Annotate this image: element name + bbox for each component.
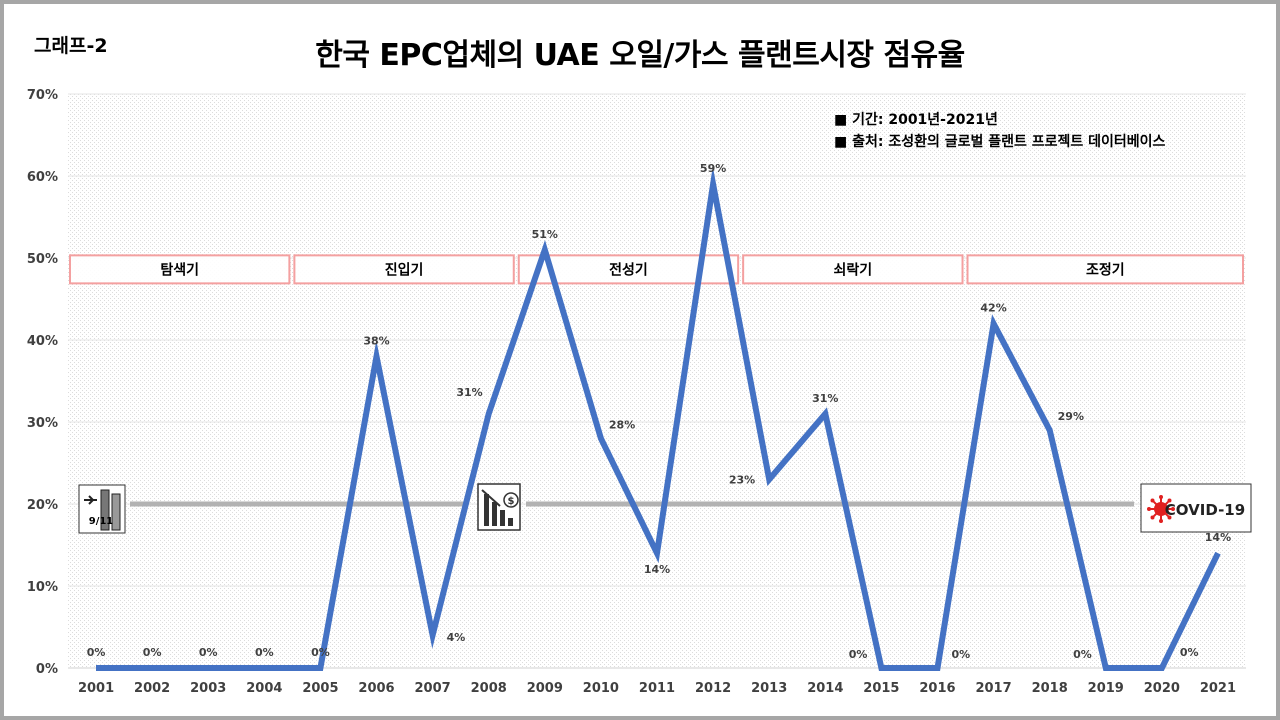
y-tick-label: 70% (27, 88, 58, 103)
x-tick-label: 2016 (919, 681, 955, 696)
data-label: 0% (199, 646, 218, 659)
axes: 0% 10% 20% 30% 40% 50% 60% 70% 2001 2002 2003 2004 2… (27, 88, 1246, 696)
covid-icon: COVID-19 (1140, 483, 1252, 533)
y-tick-label: 30% (27, 416, 58, 431)
data-label: 0% (143, 646, 162, 659)
y-tick-label: 20% (27, 498, 58, 513)
phase-box (293, 254, 515, 285)
data-label: 0% (951, 648, 970, 661)
data-label: 0% (255, 646, 274, 659)
svg-text:$: $ (508, 496, 515, 507)
arrow-down-icon (481, 489, 501, 507)
x-tick-label: 2004 (246, 681, 282, 696)
x-tick-label: 2007 (415, 681, 451, 696)
data-label: 31% (812, 392, 838, 405)
phase-box (966, 254, 1244, 285)
x-tick-label: 2015 (863, 681, 899, 696)
data-label: 29% (1058, 410, 1084, 423)
phase-boxes: 탐색기 진입기 전성기 쇠락기 조정기 (69, 254, 1244, 285)
note-line: ■ 기간: 2001년-2021년 (834, 111, 998, 128)
x-tick-label: 2005 (302, 681, 338, 696)
bar-icon (492, 502, 497, 526)
data-label: 0% (849, 648, 868, 661)
x-tick-label: 2021 (1200, 681, 1236, 696)
tower-icon (111, 493, 121, 531)
tower-icon (100, 489, 110, 531)
x-tick-label: 2006 (358, 681, 394, 696)
data-label: 38% (363, 334, 389, 347)
data-label: 42% (980, 302, 1006, 315)
x-tick-label: 2014 (807, 681, 843, 696)
x-tick-label: 2008 (471, 681, 507, 696)
phase-label: 쇠락기 (834, 262, 873, 278)
series-share (96, 166, 1221, 671)
note-line: ■ 출처: 조성환의 글로벌 플랜트 프로젝트 데이터베이스 (834, 133, 1166, 150)
data-label: 23% (729, 473, 755, 486)
x-tick-label: 2011 (639, 681, 675, 696)
x-tick-label: 2018 (1032, 681, 1068, 696)
data-label: 59% (700, 162, 726, 175)
x-tick-label: 2009 (527, 681, 563, 696)
phase-label: 진입기 (385, 261, 424, 278)
virus-icon (1154, 502, 1168, 516)
graph-tag: 그래프-2 (34, 35, 108, 57)
bar-icon (484, 494, 489, 526)
data-label: 4% (447, 631, 466, 644)
data-label: 14% (644, 563, 670, 576)
x-tick-label: 2010 (583, 681, 619, 696)
data-label: 0% (1180, 646, 1199, 659)
event-icons: 9/11 $ COVID-19 (78, 483, 1252, 534)
phase-label: 조정기 (1086, 261, 1125, 278)
financial-crisis-icon: $ (477, 483, 521, 531)
bar-icon (508, 518, 513, 526)
x-tick-label: 2001 (78, 681, 114, 696)
x-tick-label: 2017 (975, 681, 1011, 696)
data-label: 0% (1073, 648, 1092, 661)
phase-label: 전성기 (609, 261, 648, 278)
data-label: 31% (456, 386, 482, 399)
data-label: 0% (311, 646, 330, 659)
y-tick-label: 0% (36, 662, 58, 677)
series-line (96, 166, 1221, 671)
x-tick-label: 2013 (751, 681, 787, 696)
data-labels: 0% 0% 0% 0% 0% 38% 4% 31% 51% 28% 14% 59% 23% 31% 0% 0%… (87, 162, 1231, 661)
notes: ■ 기간: 2001년-2021년 ■ 출처: 조성환의 글로벌 플랜트 프로젝트… (834, 111, 1166, 150)
y-tick-label: 60% (27, 170, 58, 185)
phase-box (69, 254, 291, 285)
data-label: 14% (1205, 531, 1231, 544)
plot-area (68, 94, 1246, 668)
x-tick-label: 2002 (134, 681, 170, 696)
phase-label: 탐색기 (160, 261, 199, 278)
coin-icon (503, 492, 519, 508)
chart-title: 한국 EPC업체의 UAE 오일/가스 플랜트시장 점유율 (315, 38, 965, 73)
y-tick-label: 50% (27, 252, 58, 267)
data-label: 51% (532, 228, 558, 241)
icon-caption: COVID-19 (1165, 501, 1245, 519)
icon-caption: 9/11 (89, 516, 114, 527)
data-label: 0% (87, 646, 106, 659)
y-tick-label: 10% (27, 580, 58, 595)
911-icon: 9/11 (78, 484, 126, 534)
data-label: 28% (609, 418, 635, 431)
x-tick-label: 2019 (1088, 681, 1124, 696)
bar-icon (500, 510, 505, 526)
x-tick-label: 2003 (190, 681, 226, 696)
x-tick-label: 2020 (1144, 681, 1180, 696)
x-tick-label: 2012 (695, 681, 731, 696)
phase-box (742, 254, 964, 285)
y-tick-label: 40% (27, 334, 58, 349)
plane-icon (84, 495, 97, 505)
